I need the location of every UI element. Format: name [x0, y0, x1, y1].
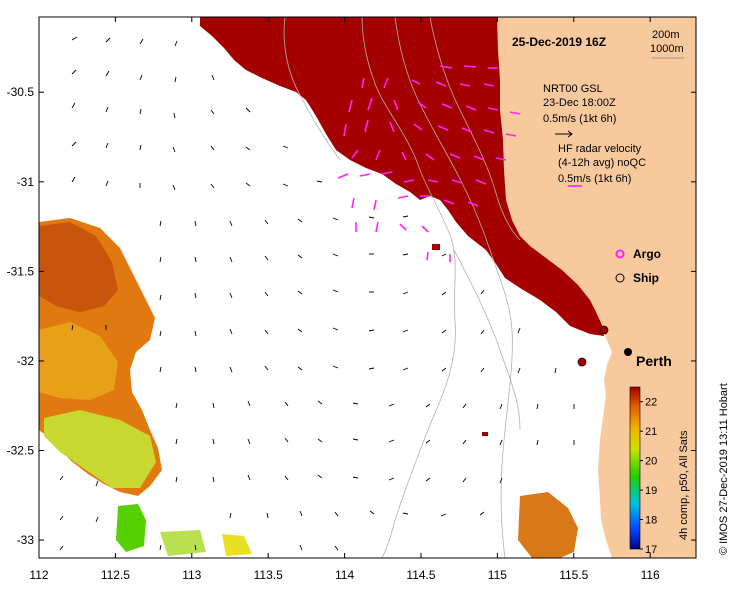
sst-warm-speck [482, 432, 488, 436]
sst-south-green [116, 504, 146, 552]
colorbar-tick-label: 22 [645, 397, 657, 409]
contour-legend-1000m: 1000m [650, 43, 684, 55]
ship-legend-label: Ship [633, 271, 659, 285]
lon-tick-label: 114.5 [406, 568, 435, 582]
lat-tick-label: -31.5 [7, 264, 35, 278]
date-title: 25-Dec-2019 16Z [512, 35, 606, 49]
lat-tick-label: -33 [17, 533, 35, 547]
model-legend-line2: 23-Dec 18:00Z [543, 97, 616, 109]
lat-tick-label: -30.5 [7, 85, 35, 99]
small-warm-dot [599, 325, 609, 335]
model-legend-line1: NRT00 GSL [543, 83, 603, 95]
ship-legend-icon [615, 273, 625, 283]
radar-legend-line1: HF radar velocity [558, 143, 642, 155]
lon-tick-label: 116 [641, 568, 660, 582]
colorbar-title: 4h comp, p50, All Sats [678, 430, 690, 540]
colorbar-gradient [629, 386, 641, 550]
perth-marker [624, 348, 632, 356]
argo-legend-icon [615, 249, 625, 259]
lon-tick-label: 112 [29, 568, 48, 582]
radar-legend-line2: (4-12h avg) noQC [558, 157, 646, 169]
radar-velocity-arrows [337, 65, 582, 262]
lat-tick-label: -32 [17, 354, 35, 368]
lon-tick-label: 112.5 [101, 568, 130, 582]
small-warm-dot [577, 357, 587, 367]
credit-label: © IMOS 27-Dec-2019 13:11 Hobart [718, 383, 730, 555]
lon-tick-label: 115.5 [559, 568, 588, 582]
contour-legend-200m: 200m [652, 29, 680, 41]
radar-legend-scale: 0.5m/s (1kt 6h) [558, 173, 631, 185]
sst-south-yellow [160, 530, 206, 556]
lon-tick-label: 113.5 [254, 568, 283, 582]
model-legend-scale: 0.5m/s (1kt 6h) [543, 113, 616, 125]
lon-tick-label: 114 [335, 568, 354, 582]
colorbar-tick-label: 20 [645, 456, 657, 468]
lat-tick-label: -31 [17, 175, 35, 189]
sst-southeast-region [518, 492, 578, 558]
sst-south-yellow2 [222, 534, 252, 556]
sst-west-mid [39, 322, 118, 400]
colorbar-tick-label: 17 [645, 544, 657, 556]
latitude-axis: -30.5 -31 -31.5 -32 -32.5 -33 [7, 85, 696, 547]
colorbar-tick-label: 21 [645, 426, 657, 438]
depth-contours [283, 17, 521, 558]
lon-tick-label: 113 [182, 568, 201, 582]
sst-west-core [39, 222, 118, 312]
argo-legend-label: Argo [633, 247, 661, 261]
colorbar-tick-label: 19 [645, 485, 657, 497]
model-current-arrows [59, 36, 575, 551]
model-legend-arrow [555, 130, 573, 138]
plot-frame [38, 16, 697, 559]
sst-warm-region [200, 17, 604, 336]
land-western-australia [497, 17, 696, 558]
colorbar-ticks: 17 18 19 20 21 22 [640, 397, 657, 556]
sst-west-cool [44, 410, 156, 488]
city-label-perth: Perth [636, 353, 672, 369]
sst-colorbar: 17 18 19 20 21 22 4h comp, p50, All Sats [629, 386, 690, 556]
sst-warm-speck [432, 244, 440, 250]
lat-tick-label: -32.5 [7, 444, 35, 458]
colorbar-tick-label: 18 [645, 515, 657, 527]
longitude-axis: 112 112.5 113 113.5 114 114.5 115 115.5 116 [29, 17, 660, 582]
lon-tick-label: 115 [488, 568, 507, 582]
